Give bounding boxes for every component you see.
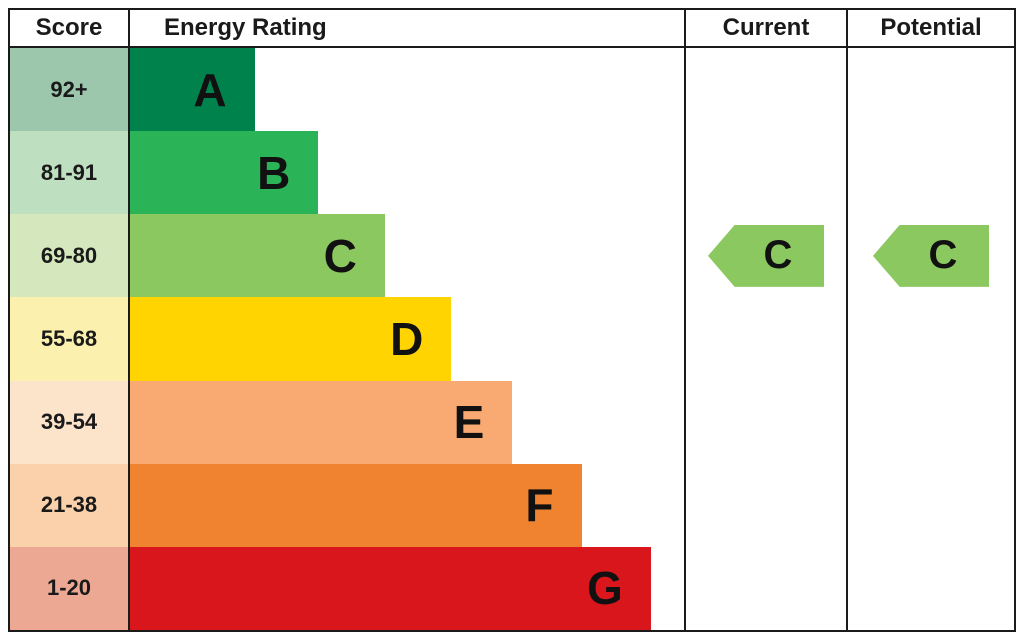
band-row-f: F: [130, 463, 684, 547]
score-range-d: 55-68: [10, 297, 130, 381]
current-arrow-slot: C: [686, 214, 846, 297]
score-range-b: 81-91: [10, 131, 130, 215]
potential-column: C: [846, 48, 1014, 630]
score-range-f: 21-38: [10, 463, 130, 547]
band-bar-b: B: [130, 131, 319, 215]
band-bar-c: C: [130, 214, 385, 298]
current-arrow: C: [708, 224, 824, 287]
band-row-e: E: [130, 380, 684, 464]
band-row-g: G: [130, 546, 684, 630]
energy-rating-header: Energy Rating: [130, 10, 684, 48]
score-range-g: 1-20: [10, 546, 130, 630]
current-header: Current: [684, 10, 846, 48]
score-header: Score: [10, 10, 130, 48]
band-row-c: C: [130, 214, 684, 298]
rating-bands: 92+ A 81-91 B 69-80 C 55-68 D 39-54 E 21…: [10, 48, 684, 630]
potential-header: Potential: [846, 10, 1014, 48]
band-row-a: A: [130, 48, 684, 132]
band-row-d: D: [130, 297, 684, 381]
score-range-c: 69-80: [10, 214, 130, 298]
score-range-a: 92+: [10, 48, 130, 132]
potential-arrow-slot: C: [848, 214, 1014, 297]
band-bar-a: A: [130, 48, 255, 132]
score-range-e: 39-54: [10, 380, 130, 464]
band-bar-e: E: [130, 380, 513, 464]
band-bar-f: F: [130, 463, 582, 547]
band-row-b: B: [130, 131, 684, 215]
potential-arrow: C: [873, 224, 989, 287]
band-bar-d: D: [130, 297, 452, 381]
band-bar-g: G: [130, 546, 651, 630]
epc-chart: Score Energy Rating Current Potential 92…: [8, 8, 1016, 632]
current-column: C: [684, 48, 846, 630]
